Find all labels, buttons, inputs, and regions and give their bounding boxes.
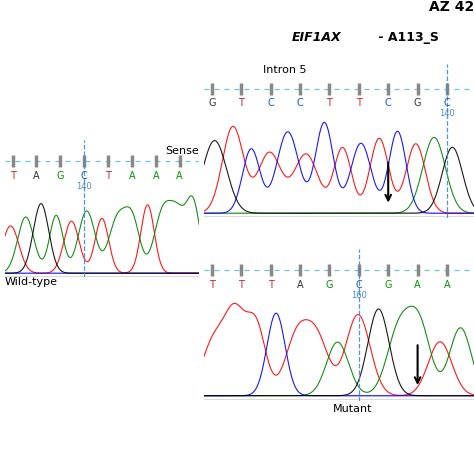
Text: T: T [238,98,244,108]
Text: T: T [356,98,362,108]
Text: AZ 42: AZ 42 [429,0,474,14]
Text: A: A [153,171,159,181]
Text: 140: 140 [439,109,455,118]
Text: T: T [105,171,111,181]
Text: A: A [176,171,183,181]
Text: EIF1AX: EIF1AX [292,31,341,44]
Text: A: A [128,171,135,181]
Text: G: G [208,98,216,108]
Text: T: T [209,280,215,290]
Text: C: C [267,98,274,108]
Text: T: T [9,171,16,181]
Text: C: C [356,280,362,290]
Text: C: C [297,98,303,108]
Text: A: A [33,171,40,181]
Text: G: G [384,280,392,290]
Text: T: T [268,280,273,290]
Text: T: T [327,98,332,108]
Text: C: C [444,98,450,108]
Text: 160: 160 [351,291,367,300]
Text: Mutant: Mutant [333,404,372,414]
Text: A: A [444,280,450,290]
Text: A: A [297,280,303,290]
Text: G: G [326,280,333,290]
Text: - A113_S: - A113_S [374,31,439,44]
Text: Sense: Sense [165,146,199,156]
Text: C: C [81,171,88,181]
Text: A: A [414,280,421,290]
Text: Intron 5: Intron 5 [263,65,307,75]
Text: 140: 140 [76,182,92,191]
Text: C: C [385,98,392,108]
Text: Wild-type: Wild-type [5,277,58,287]
Text: G: G [56,171,64,181]
Text: T: T [238,280,244,290]
Text: G: G [414,98,421,108]
